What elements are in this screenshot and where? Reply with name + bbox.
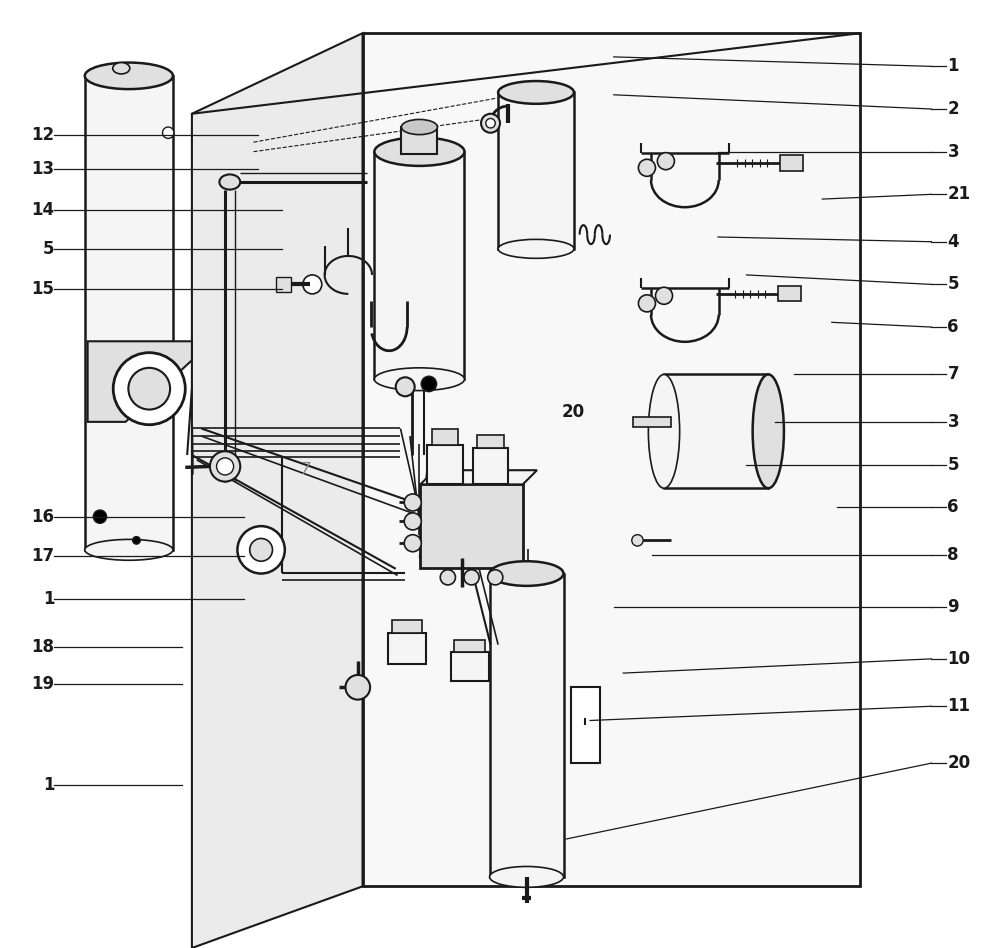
Polygon shape [633,417,671,427]
Text: 1: 1 [43,776,54,793]
Polygon shape [276,277,291,292]
Circle shape [128,368,170,410]
Text: 21: 21 [947,186,971,203]
Circle shape [481,114,500,133]
Text: 6: 6 [947,499,959,516]
Polygon shape [85,76,173,550]
Circle shape [486,118,495,128]
Ellipse shape [374,137,464,166]
Circle shape [113,353,185,425]
Text: 19: 19 [31,676,54,693]
Ellipse shape [113,63,130,74]
Polygon shape [420,470,537,484]
Bar [401,127,437,154]
Circle shape [404,494,421,511]
Text: 5: 5 [947,276,959,293]
Text: 11: 11 [947,698,970,715]
Text: 2: 2 [947,100,959,118]
Text: 16: 16 [31,508,54,525]
Text: 15: 15 [31,281,54,298]
Ellipse shape [498,240,574,259]
Text: 3: 3 [947,413,959,430]
Bar [477,435,504,448]
Circle shape [163,127,174,138]
Circle shape [488,570,503,585]
Text: 20: 20 [562,404,585,421]
Polygon shape [420,484,523,568]
Circle shape [93,510,107,523]
Text: 3: 3 [947,143,959,160]
Text: 9: 9 [947,598,959,615]
Circle shape [396,377,415,396]
Text: 1: 1 [947,58,959,75]
Circle shape [638,295,655,312]
Circle shape [657,153,674,170]
Circle shape [237,526,285,574]
Ellipse shape [498,82,574,104]
Circle shape [345,675,370,700]
Circle shape [421,376,436,392]
Bar [427,445,463,484]
Polygon shape [664,374,768,488]
Polygon shape [363,33,860,886]
Bar [780,155,803,171]
Ellipse shape [753,374,784,488]
Circle shape [303,275,322,294]
Text: 13: 13 [31,160,54,177]
Text: 18: 18 [31,638,54,655]
Circle shape [464,570,479,585]
Text: 4: 4 [947,233,959,250]
Text: 7: 7 [301,462,311,477]
Text: 5: 5 [947,456,959,473]
Circle shape [133,537,140,544]
Circle shape [440,570,455,585]
Text: 8: 8 [947,546,959,563]
Bar [392,620,422,633]
Ellipse shape [219,174,240,190]
Ellipse shape [401,119,437,135]
Circle shape [404,513,421,530]
Circle shape [655,287,673,304]
Polygon shape [490,574,564,877]
Bar [571,687,600,763]
Circle shape [632,535,643,546]
Bar [778,286,801,301]
Polygon shape [88,341,192,422]
Text: 5: 5 [43,241,54,258]
Circle shape [404,535,421,552]
Polygon shape [192,33,363,948]
Bar [451,652,489,681]
Ellipse shape [490,866,564,887]
Bar [432,429,458,445]
Text: 14: 14 [31,202,54,219]
Ellipse shape [490,561,564,586]
Text: 10: 10 [947,650,970,667]
Polygon shape [498,93,574,249]
Text: 7: 7 [947,366,959,383]
Ellipse shape [648,374,680,488]
Bar [473,448,508,484]
Polygon shape [374,152,464,379]
Circle shape [250,538,272,561]
Circle shape [217,458,234,475]
Bar [388,633,426,664]
Text: 6: 6 [947,319,959,336]
Circle shape [638,159,655,176]
Ellipse shape [85,539,173,560]
Ellipse shape [374,368,464,391]
Text: 17: 17 [31,548,54,565]
Ellipse shape [85,63,173,89]
Text: 12: 12 [31,126,54,143]
Text: 20: 20 [947,755,971,772]
Bar [454,640,485,652]
Circle shape [210,451,240,482]
Text: 1: 1 [43,591,54,608]
